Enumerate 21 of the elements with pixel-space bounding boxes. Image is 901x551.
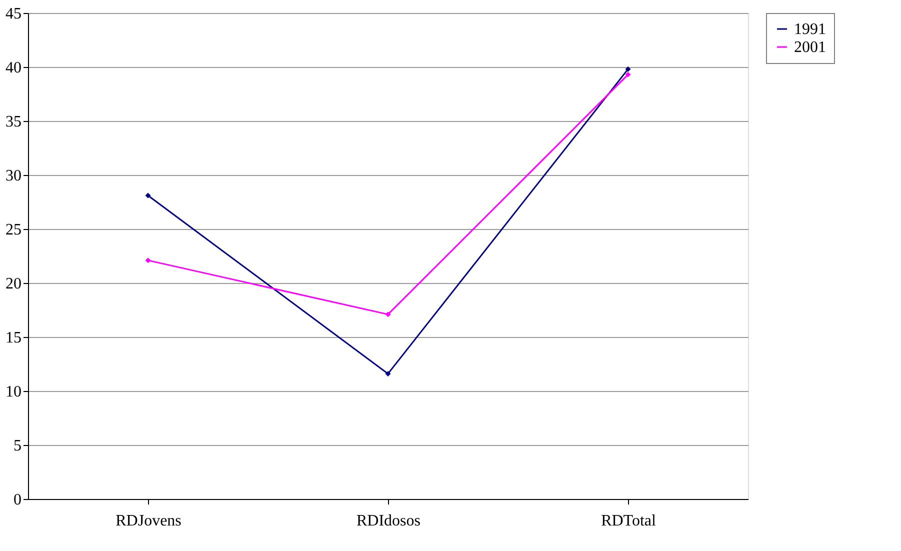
point bbox=[385, 370, 391, 376]
y-tick-label: 10 bbox=[6, 384, 22, 400]
y-tick-label: 20 bbox=[6, 276, 22, 292]
point bbox=[385, 312, 391, 318]
y-tick-label: 40 bbox=[6, 60, 22, 76]
legend-label: 2001 bbox=[794, 39, 826, 56]
y-tick-label: 15 bbox=[6, 330, 22, 346]
y-tick-label: 35 bbox=[6, 114, 22, 130]
y-tick-label: 25 bbox=[6, 222, 22, 238]
point bbox=[625, 72, 631, 78]
point bbox=[145, 258, 151, 264]
y-tick-label: 0 bbox=[14, 492, 22, 508]
point bbox=[145, 192, 151, 198]
point bbox=[625, 66, 631, 72]
y-tick-label: 5 bbox=[14, 438, 22, 454]
y-tick-label: 30 bbox=[6, 168, 22, 184]
legend-label: 1991 bbox=[794, 21, 826, 38]
y-tick-label: 45 bbox=[6, 6, 22, 22]
x-tick-label: RDJovens bbox=[116, 512, 182, 530]
x-tick-label: RDTotal bbox=[601, 512, 656, 530]
x-tick-label: RDIdosos bbox=[356, 512, 421, 530]
